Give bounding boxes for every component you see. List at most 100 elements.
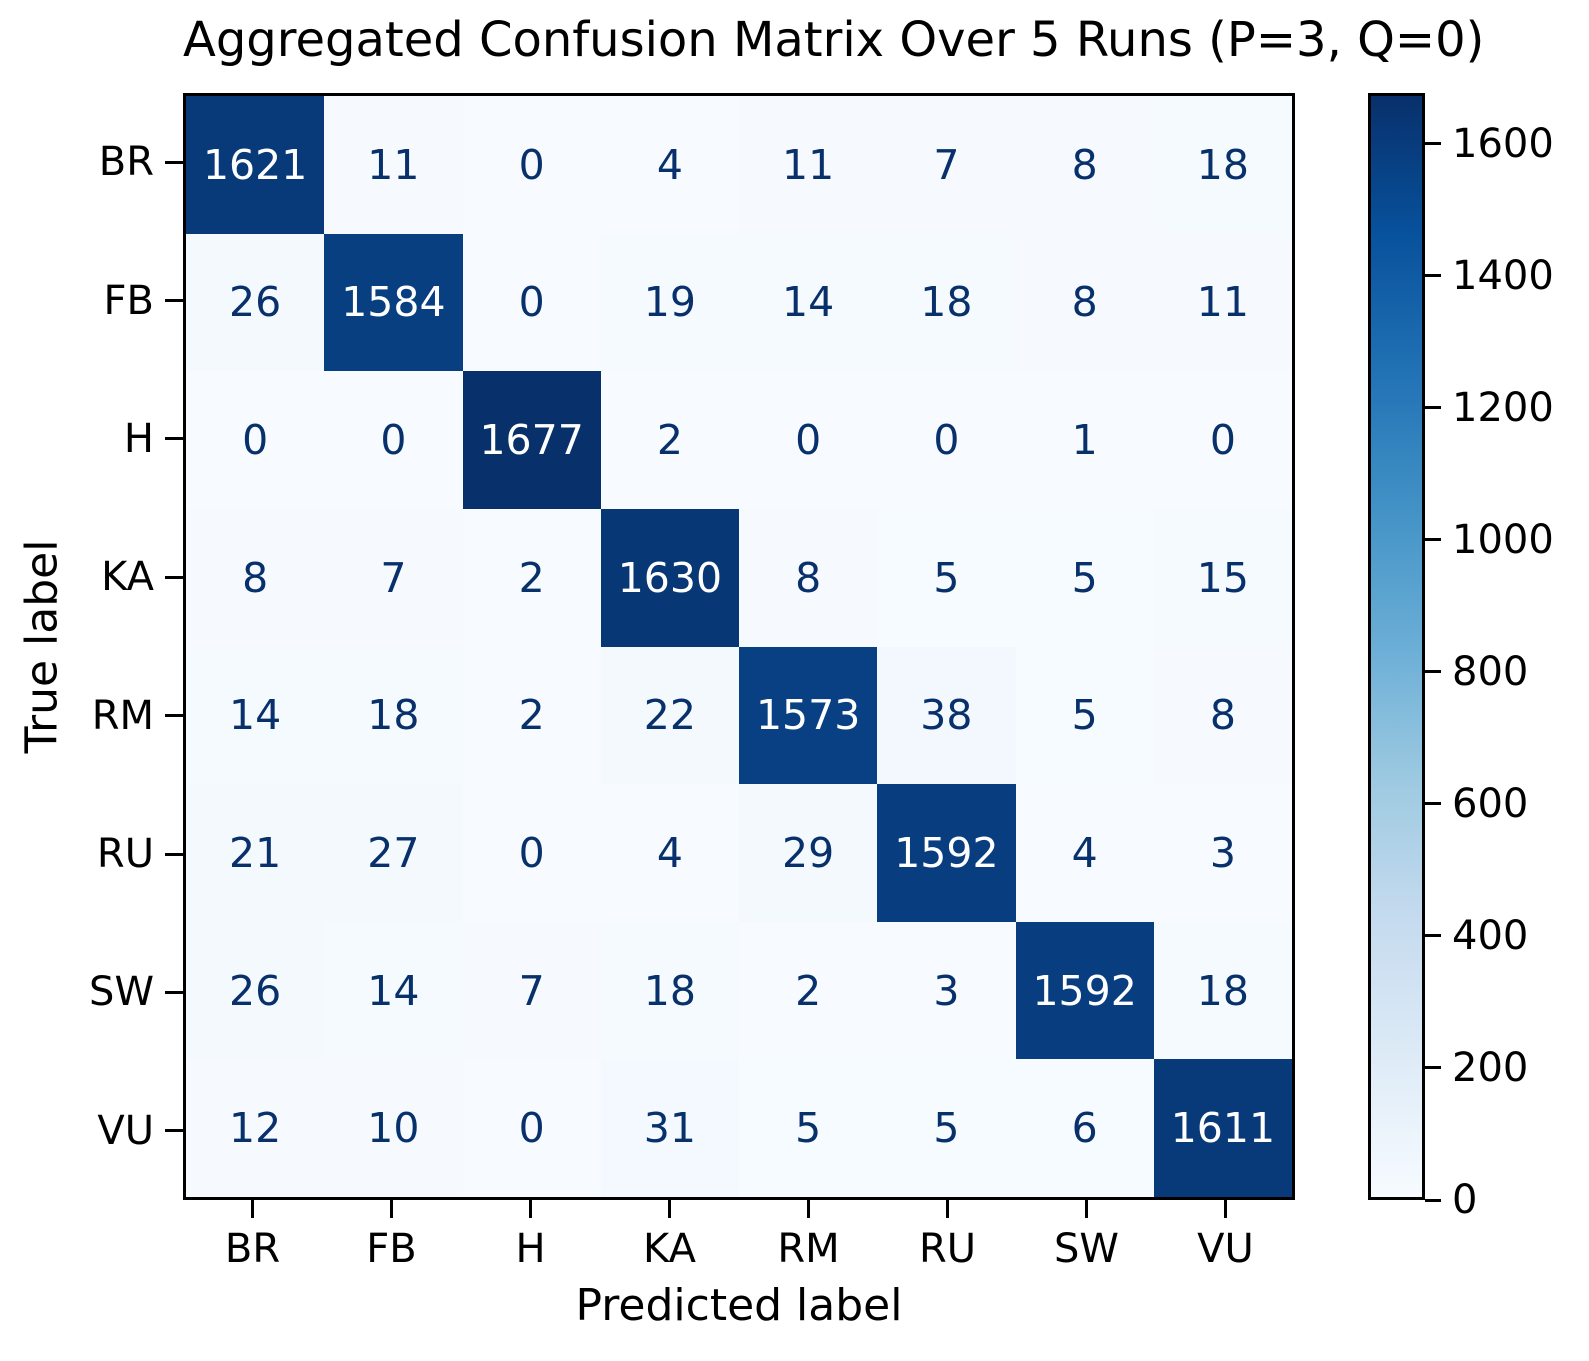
heatmap-cell: 0	[877, 371, 1016, 509]
colorbar-tick-label: 200	[1452, 1044, 1529, 1091]
heatmap-cell: 7	[324, 508, 463, 647]
heatmap-cell: 1573	[739, 646, 878, 785]
heatmap-cell: 4	[600, 96, 739, 234]
heatmap-cell: 7	[877, 96, 1016, 234]
heatmap-cell: 8	[739, 508, 878, 647]
colorbar-tick-label: 1600	[1452, 120, 1554, 167]
heatmap-cell: 8	[1015, 96, 1154, 234]
colorbar-gradient	[1368, 93, 1425, 1200]
y-tick-mark	[165, 160, 183, 164]
heatmap-cell: 26	[186, 921, 325, 1060]
colorbar-tick-mark	[1425, 538, 1441, 542]
heatmap-cell: 5	[739, 1059, 878, 1197]
heatmap-cell: 18	[877, 233, 1016, 372]
colorbar-tick-label: 600	[1452, 780, 1529, 827]
x-tick-mark	[1085, 1200, 1088, 1218]
colorbar-tick-mark	[1425, 670, 1441, 674]
heatmap-cell: 12	[186, 1059, 325, 1197]
x-tick-mark	[807, 1200, 810, 1218]
x-tick-label: KA	[643, 1226, 696, 1272]
heatmap-cell: 10	[324, 1059, 463, 1197]
y-tick-mark	[165, 852, 183, 856]
y-tick-mark	[165, 1129, 183, 1133]
heatmap-cell: 31	[600, 1059, 739, 1197]
heatmap-cell: 2	[600, 371, 739, 509]
y-tick-label: SW	[89, 969, 154, 1016]
heatmap-cell: 5	[877, 508, 1016, 647]
heatmap-cell: 27	[324, 784, 463, 922]
heatmap-cell: 1592	[1015, 921, 1154, 1060]
colorbar-tick-mark	[1425, 1066, 1441, 1070]
y-tick-label: H	[123, 415, 154, 462]
heatmap-cell: 2	[739, 921, 878, 1060]
colorbar-tick-mark	[1425, 406, 1441, 410]
heatmap-cell: 18	[600, 921, 739, 1060]
x-tick-label: SW	[1054, 1226, 1119, 1272]
colorbar-tick-mark	[1425, 1198, 1441, 1202]
heatmap-cell: 11	[739, 96, 878, 234]
heatmap-cell: 14	[324, 921, 463, 1060]
heatmap-cell: 2	[462, 508, 601, 647]
heatmap-cell: 1	[1015, 371, 1154, 509]
heatmap-cell: 1584	[324, 233, 463, 372]
x-tick-label: VU	[1197, 1226, 1254, 1272]
heatmap-cell: 5	[1015, 646, 1154, 785]
heatmap-cell: 8	[1015, 233, 1154, 372]
x-tick-mark	[390, 1200, 393, 1218]
heatmap-cell: 5	[877, 1059, 1016, 1197]
x-tick-label: FB	[366, 1226, 417, 1272]
heatmap-cell: 14	[186, 646, 325, 785]
heatmap-cell: 29	[739, 784, 878, 922]
heatmap-cell: 7	[462, 921, 601, 1060]
heatmap-cell: 3	[877, 921, 1016, 1060]
heatmap-cell: 0	[462, 784, 601, 922]
heatmap-cell: 1630	[600, 508, 739, 647]
colorbar-tick-mark	[1425, 274, 1441, 278]
heatmap-cell: 15	[1153, 508, 1292, 647]
heatmap-cell: 0	[1153, 371, 1292, 509]
heatmap-cell: 11	[1153, 233, 1292, 372]
colorbar-tick-label: 1200	[1452, 384, 1554, 431]
heatmap-cell: 11	[324, 96, 463, 234]
heatmap-cell: 1611	[1153, 1059, 1292, 1197]
heatmap-cell: 38	[877, 646, 1016, 785]
heatmap-cell: 1592	[877, 784, 1016, 922]
heatmap-cell: 2	[462, 646, 601, 785]
y-tick-label: RU	[96, 831, 154, 878]
heatmap-cell: 0	[462, 233, 601, 372]
x-axis-label: Predicted label	[575, 1280, 903, 1331]
y-tick-mark	[165, 990, 183, 994]
heatmap-cell: 3	[1153, 784, 1292, 922]
x-tick-mark	[529, 1200, 532, 1218]
heatmap-cell: 8	[186, 508, 325, 647]
x-tick-mark	[946, 1200, 949, 1218]
y-tick-mark	[165, 714, 183, 718]
colorbar-tick-label: 0	[1452, 1177, 1478, 1223]
colorbar-tick-mark	[1425, 802, 1441, 806]
heatmap-cell: 4	[600, 784, 739, 922]
y-tick-label: RM	[91, 692, 154, 739]
heatmap-cell: 18	[1153, 96, 1292, 234]
heatmap-cell: 5	[1015, 508, 1154, 647]
heatmap-cell: 22	[600, 646, 739, 785]
heatmap-cell: 21	[186, 784, 325, 922]
colorbar-tick-label: 400	[1452, 912, 1529, 959]
heatmap-cell: 1677	[462, 371, 601, 509]
heatmap-cell: 18	[1153, 921, 1292, 1060]
y-tick-label: VU	[97, 1107, 154, 1154]
heatmap-grid: 1621 11 0 4 11 7 8 18 26 1584 0 19 14 18 8 11 0 0 1677 2 0 0 1…	[183, 93, 1295, 1200]
y-tick-label: BR	[98, 139, 154, 186]
heatmap-cell: 19	[600, 233, 739, 372]
heatmap-cell: 0	[462, 96, 601, 234]
heatmap-cell: 0	[186, 371, 325, 509]
x-tick-label: BR	[224, 1226, 281, 1272]
heatmap-cell: 14	[739, 233, 878, 372]
y-tick-label: KA	[101, 554, 154, 601]
y-tick-label: FB	[103, 277, 154, 324]
heatmap-cell: 18	[324, 646, 463, 785]
heatmap-cell: 0	[324, 371, 463, 509]
x-tick-label: RU	[918, 1226, 977, 1272]
x-tick-mark	[668, 1200, 671, 1218]
heatmap-cell: 8	[1153, 646, 1292, 785]
